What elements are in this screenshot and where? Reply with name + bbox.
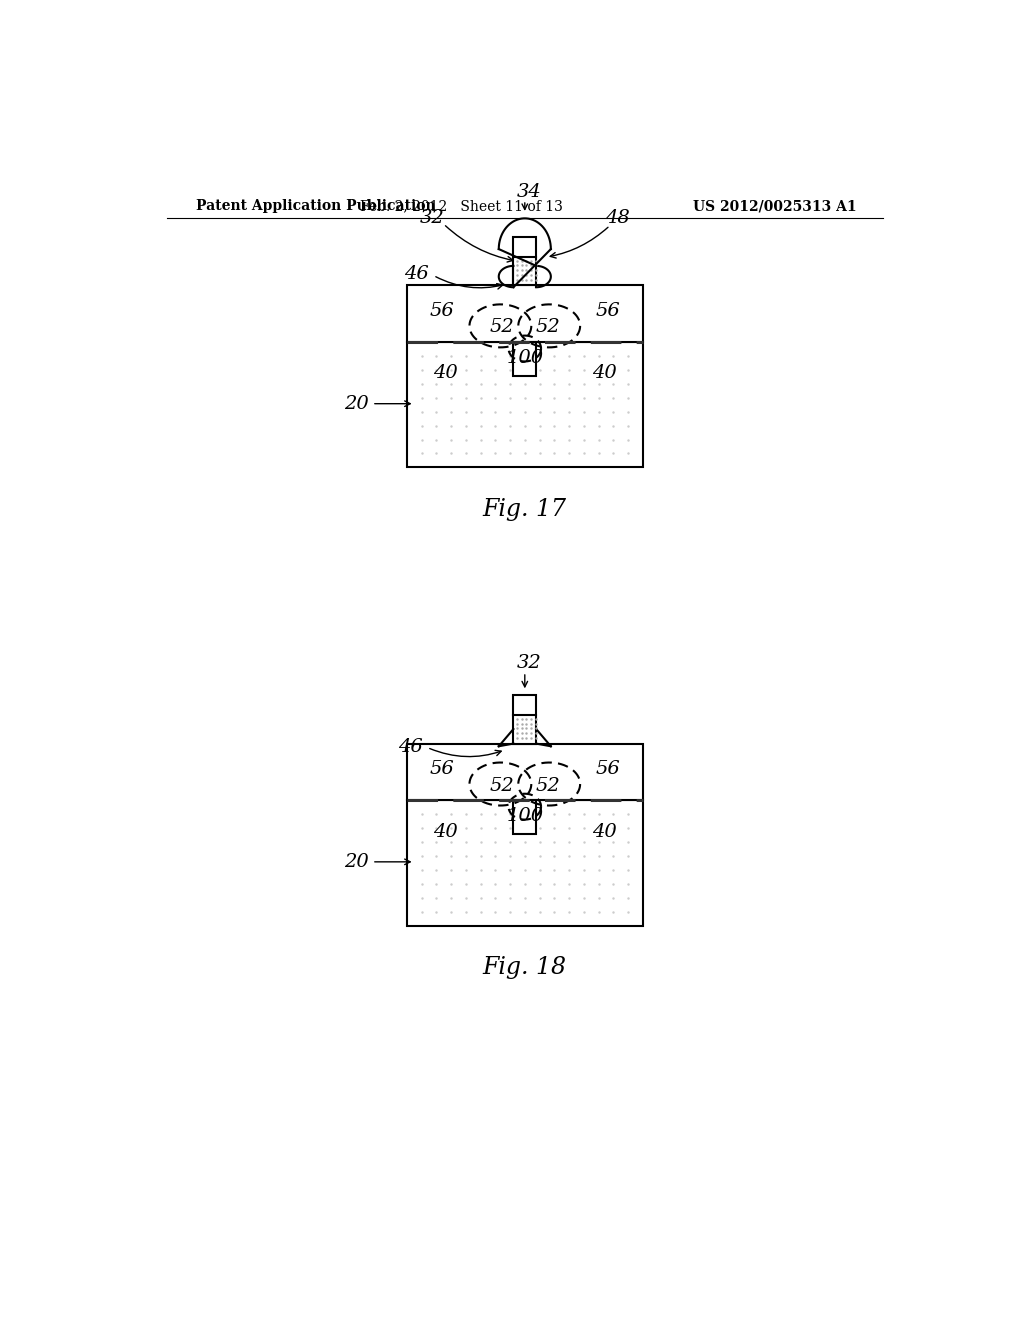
Text: 20: 20 (344, 853, 369, 871)
Text: 52: 52 (489, 318, 514, 337)
Text: 52: 52 (536, 318, 560, 337)
Bar (513, 696, 537, 743)
Text: 32: 32 (516, 653, 541, 672)
Text: 40: 40 (433, 822, 458, 841)
Text: 56: 56 (596, 302, 621, 319)
Text: 20: 20 (344, 395, 369, 413)
Bar (407, 743, 643, 800)
Text: 46: 46 (397, 738, 423, 756)
Text: 46: 46 (403, 265, 429, 282)
Bar (407, 342, 643, 467)
Bar (513, 342, 537, 376)
Text: 40: 40 (433, 364, 458, 383)
Text: 40: 40 (592, 364, 616, 383)
Text: 34: 34 (516, 183, 541, 201)
Text: 52: 52 (536, 776, 560, 795)
Text: 40: 40 (592, 822, 616, 841)
Bar (513, 800, 537, 834)
Text: 56: 56 (429, 302, 454, 319)
Text: 56: 56 (596, 760, 621, 777)
Text: 100: 100 (506, 350, 544, 367)
Text: 56: 56 (429, 760, 454, 777)
Bar (407, 285, 643, 342)
Bar (513, 238, 537, 285)
Text: Fig. 17: Fig. 17 (482, 498, 567, 521)
Text: 32: 32 (420, 209, 444, 227)
Text: 48: 48 (605, 209, 630, 227)
Text: Fig. 18: Fig. 18 (482, 957, 567, 979)
Text: US 2012/0025313 A1: US 2012/0025313 A1 (693, 199, 856, 213)
Text: 52: 52 (489, 776, 514, 795)
Text: Patent Application Publication: Patent Application Publication (197, 199, 436, 213)
Text: 100: 100 (506, 808, 544, 825)
Text: Feb. 2, 2012   Sheet 11 of 13: Feb. 2, 2012 Sheet 11 of 13 (359, 199, 562, 213)
Bar (407, 800, 643, 925)
